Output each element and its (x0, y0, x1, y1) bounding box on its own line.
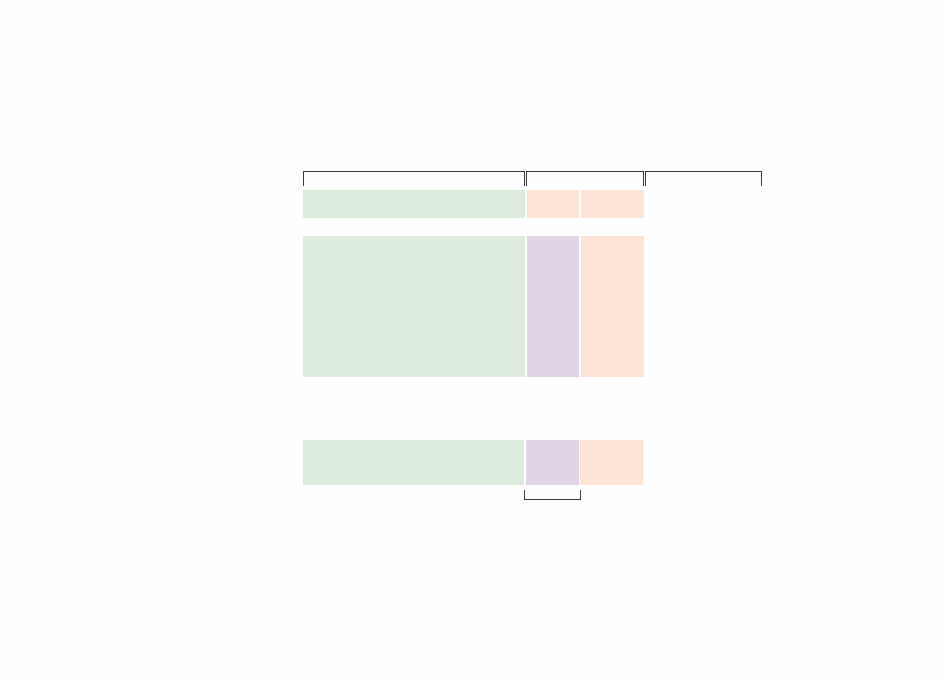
bottom-bracket (524, 490, 581, 500)
top-bracket-middle (526, 171, 644, 186)
row-2-block-orange (581, 236, 644, 377)
row-3-block-orange (580, 440, 643, 485)
top-bracket-left (303, 171, 525, 186)
row-3-block-green (303, 440, 524, 485)
row-2-block-green (303, 236, 525, 377)
row-2-block-purple (527, 236, 579, 377)
row-3-block-purple (526, 440, 579, 485)
top-bracket-right (645, 171, 762, 186)
row-1-block-green (303, 190, 525, 218)
row-1-block-orange-narrow (527, 190, 579, 218)
row-1-block-orange-wide (581, 190, 644, 218)
